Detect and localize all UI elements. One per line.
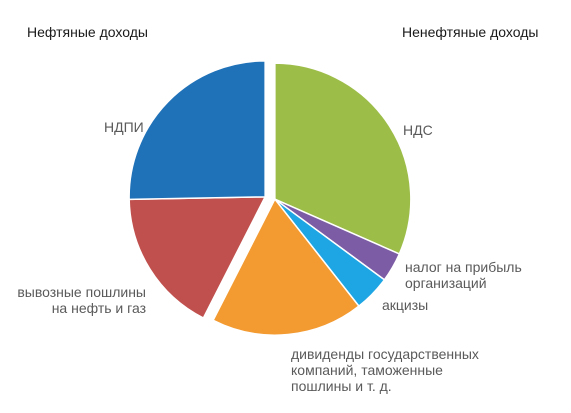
group-header-oil: Нефтяные доходы bbox=[27, 24, 148, 40]
slice-label-ndpi: НДПИ bbox=[104, 119, 144, 135]
slice-label-nds: НДС bbox=[403, 122, 433, 138]
slice-label-export-duties: вывозные пошлины на нефть и газ bbox=[17, 284, 146, 316]
slice-nds bbox=[274, 62, 412, 255]
group-header-non-oil: Ненефтяные доходы bbox=[402, 24, 539, 40]
slice-label-dividends: дивиденды государственных компаний, тамо… bbox=[291, 346, 479, 394]
slice-dividends bbox=[212, 197, 360, 336]
slice-ndpi bbox=[128, 60, 266, 201]
slice-label-profit-tax: налог на прибыль организаций bbox=[405, 259, 522, 291]
slice-export-duties bbox=[128, 196, 267, 320]
slice-label-excise: акцизы bbox=[382, 297, 429, 313]
